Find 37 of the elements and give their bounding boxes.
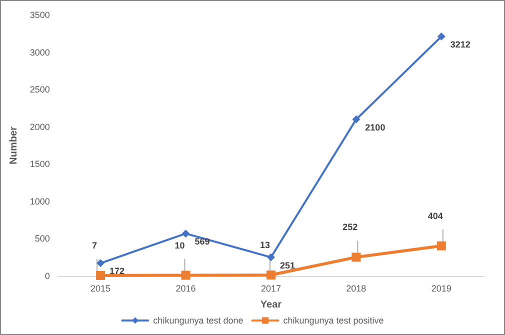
- y-tick-label: 1000: [30, 196, 50, 206]
- legend-label: chikungunya test done: [153, 316, 244, 326]
- point: [96, 259, 105, 268]
- data-label: 404: [428, 210, 443, 221]
- point: [352, 252, 361, 262]
- x-axis-title: Year: [260, 300, 282, 310]
- x-tick-label: 2017: [260, 284, 281, 294]
- point: [182, 230, 190, 238]
- x-tick-label: 2015: [90, 284, 111, 294]
- x-tick-label: 2019: [431, 284, 452, 294]
- data-label: 10: [174, 240, 185, 250]
- point: [181, 270, 190, 280]
- legend-label: chikungunya test positive: [283, 316, 384, 326]
- y-axis-title: Number: [8, 126, 20, 164]
- data-label: 251: [280, 260, 295, 270]
- point: [352, 115, 360, 124]
- y-tick-label: 500: [34, 234, 50, 244]
- data-label: 13: [260, 240, 270, 250]
- y-tick-label: 2000: [30, 122, 50, 132]
- y-tick-label: 0: [44, 271, 50, 281]
- point: [266, 270, 276, 280]
- data-label: 7: [92, 240, 98, 250]
- y-tick-label: 1500: [30, 159, 50, 170]
- x-tick-label: 2018: [346, 284, 366, 294]
- point: [437, 32, 446, 40]
- data-label: 172: [110, 266, 125, 276]
- y-tick-label: 2500: [30, 84, 50, 95]
- y-tick-label: 3500: [30, 10, 50, 20]
- x-tick-label: 2016: [176, 284, 196, 294]
- data-label: 569: [194, 236, 210, 247]
- point: [436, 241, 446, 250]
- point: [266, 253, 275, 262]
- y-tick-label: 3000: [30, 47, 50, 58]
- data-label: 2100: [365, 122, 386, 132]
- point: [96, 270, 106, 280]
- data-label: 3212: [450, 39, 470, 50]
- data-label: 252: [342, 222, 358, 232]
